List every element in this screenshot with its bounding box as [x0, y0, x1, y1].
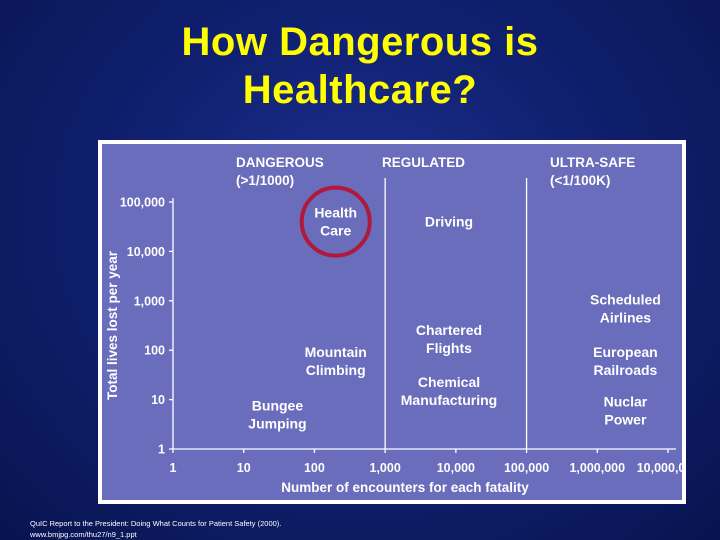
activity-label-chartered-flights: Chartered Flights [416, 322, 482, 356]
source-line-2: www.bmjpg.com/thu27/n9_1.ppt [30, 530, 137, 539]
activity-label-line: European [593, 344, 658, 360]
y-tick-label: 1 [158, 443, 165, 457]
activity-label-driving: Driving [425, 214, 473, 230]
activity-label-health-care: Health Care [299, 185, 372, 258]
y-tick-label: 100 [144, 344, 165, 358]
activity-label-nuclar-power: Nuclar Power [604, 394, 648, 428]
zone-label-1: DANGEROUS [236, 155, 324, 170]
highlight-circle [299, 185, 372, 258]
activity-label-line: Chartered [416, 322, 482, 338]
activity-label-line: Railroads [594, 362, 658, 378]
source-line-1: QuIC Report to the President: Doing What… [30, 519, 282, 528]
x-axis-title: Number of encounters for each fatality [281, 480, 529, 495]
slide-title-line-2: Healthcare? [242, 68, 478, 112]
zone-group: DANGEROUS (>1/1000) REGULATED ULTRA-SAFE (<1… [236, 155, 635, 449]
zone-label-2: REGULATED [382, 155, 465, 170]
activity-label-line: Bungee [252, 397, 304, 413]
y-axis-title: Total lives lost per year [105, 250, 120, 400]
zone-label-3: ULTRA-SAFE [550, 155, 635, 170]
x-tick-label: 100 [304, 461, 325, 475]
activity-label-bungee-jumping: Bungee Jumping [248, 397, 306, 431]
x-tick-label: 1,000,000 [569, 461, 625, 475]
activity-label-line: Flights [426, 340, 472, 356]
activity-label-line: Mountain [305, 344, 367, 360]
x-tick-label: 100,000 [504, 461, 549, 475]
x-tick-label: 1,000 [370, 461, 401, 475]
chart-panel: DANGEROUS (>1/1000) REGULATED ULTRA-SAFE (<1… [98, 140, 686, 504]
y-tick-label: 100,000 [120, 196, 165, 210]
source-citation: QuIC Report to the President: Doing What… [30, 518, 690, 540]
activity-label-line: Jumping [248, 415, 306, 431]
activity-label-line: Nuclar [604, 394, 648, 410]
zone-sublabel-1: (>1/1000) [236, 173, 294, 188]
y-tick-label: 10,000 [127, 245, 165, 259]
x-tick-label: 10,000,000 [637, 461, 686, 475]
activity-label-line: Driving [425, 214, 473, 230]
activity-label-line: Care [320, 223, 351, 239]
activity-label-line: Health [314, 205, 357, 221]
activity-label-line: Airlines [600, 309, 652, 325]
activity-label-line: Manufacturing [401, 392, 497, 408]
zone-sublabel-3: (<1/100K) [550, 173, 610, 188]
activity-label-scheduled-airlines: Scheduled Airlines [590, 291, 661, 325]
activity-label-european-railroads: European Railroads [593, 344, 658, 378]
y-tick-label: 1,000 [134, 294, 165, 308]
activity-label-line: Chemical [418, 374, 480, 390]
activity-label-line: Scheduled [590, 291, 661, 307]
x-tick-label: 1 [170, 461, 177, 475]
slide-title-line-1: How Dangerous is [181, 20, 539, 64]
x-tick-label: 10 [237, 461, 251, 475]
x-tick-label: 10,000 [437, 461, 475, 475]
y-tick-label: 10 [151, 393, 165, 407]
axes-group: 1 10 100 1,000 10,000 100,000 1 10 100 1,000 10,00… [105, 196, 686, 496]
plot-area [102, 144, 682, 500]
activity-label-line: Climbing [306, 362, 366, 378]
risk-chart: DANGEROUS (>1/1000) REGULATED ULTRA-SAFE (<1… [102, 144, 686, 500]
points-group: Health Care Driving Scheduled Airlines Charte… [248, 185, 661, 431]
activity-label-chemical-manufacturing: Chemical Manufacturing [401, 374, 497, 408]
slide-title: How Dangerous is Healthcare? [0, 18, 720, 114]
activity-label-line: Power [604, 412, 647, 428]
activity-label-mountain-climbing: Mountain Climbing [305, 344, 367, 378]
